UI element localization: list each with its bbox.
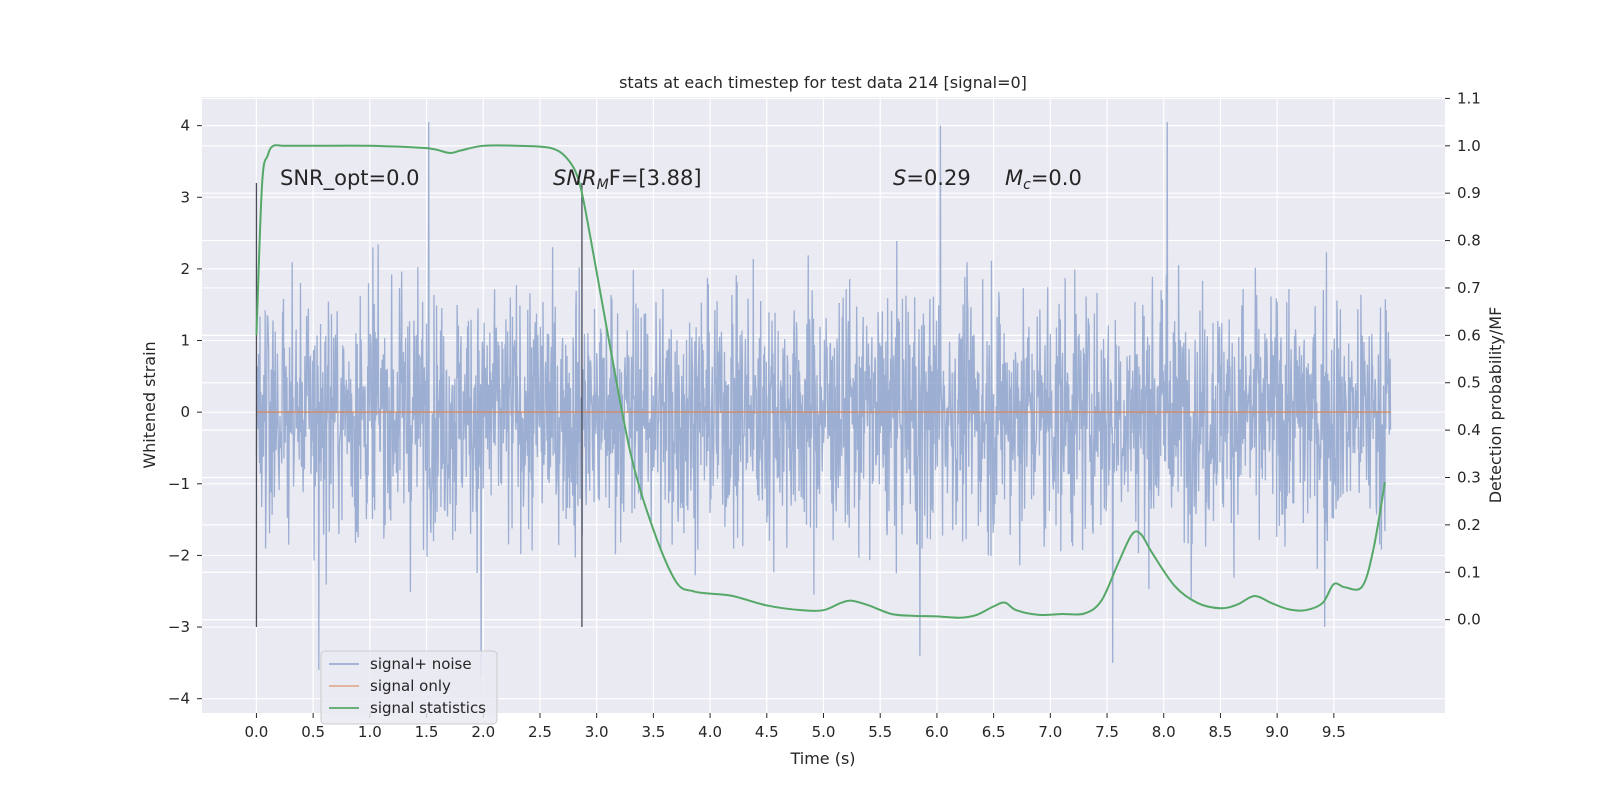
y-axis-label-left: Whitened strain bbox=[140, 341, 159, 468]
chart-title: stats at each timestep for test data 214… bbox=[619, 73, 1027, 92]
x-tick-label: 4.5 bbox=[755, 723, 779, 741]
x-tick-label: 5.5 bbox=[868, 723, 892, 741]
y-tick-label-right: 0.1 bbox=[1457, 563, 1481, 581]
x-tick-label: 5.0 bbox=[812, 723, 836, 741]
annotation-snr-mf-post: F=[3.88] bbox=[609, 166, 702, 190]
x-tick-label: 0.0 bbox=[245, 723, 269, 741]
y-tick-label-right: 0.2 bbox=[1457, 516, 1481, 534]
signal-statistics-line bbox=[255, 144, 1386, 619]
y-tick-label-right: 0.4 bbox=[1457, 421, 1481, 439]
y-tick-label-left: 3 bbox=[180, 188, 190, 206]
x-tick-label: 2.0 bbox=[471, 723, 495, 741]
y-tick-label-left: 4 bbox=[180, 117, 190, 135]
y-tick-label-left: −1 bbox=[168, 475, 190, 493]
annotation-snr-mf-name: SNR bbox=[553, 166, 597, 190]
signal-plus-noise-series bbox=[255, 122, 1392, 678]
annotation-s: S=0.29 bbox=[893, 166, 971, 190]
y-tick-label-right: 0.7 bbox=[1457, 279, 1481, 297]
y-tick-label-right: 1.1 bbox=[1457, 89, 1481, 107]
y-tick-label-left: 0 bbox=[180, 403, 190, 421]
left-y-tick-labels: −4 −3 −2 −1 0 1 2 3 4 bbox=[168, 117, 202, 708]
x-tick-label: 8.5 bbox=[1209, 723, 1233, 741]
x-tick-label: 7.5 bbox=[1095, 723, 1119, 741]
x-tick-labels: 0.0 0.5 1.0 1.5 2.0 2.5 3.0 3.5 4.0 4.5 5.0 5.5 6.0 6… bbox=[245, 713, 1346, 741]
x-tick-label: 4.0 bbox=[698, 723, 722, 741]
right-y-tick-labels: 0.0 0.1 0.2 0.3 0.4 0.5 0.6 0.7 0.8 0.9 1.0 1.1 bbox=[1445, 89, 1481, 629]
annotation-snr-mf-sub: M bbox=[597, 177, 609, 193]
x-tick-label: 8.0 bbox=[1152, 723, 1176, 741]
y-tick-label-left: −3 bbox=[168, 618, 190, 636]
annotation-snr-mf: SNRMF=[3.88] bbox=[553, 166, 702, 193]
y-tick-label-right: 0.9 bbox=[1457, 184, 1481, 202]
x-axis-label: Time (s) bbox=[789, 749, 855, 768]
x-tick-label: 3.0 bbox=[585, 723, 609, 741]
x-tick-label: 1.0 bbox=[358, 723, 382, 741]
annotation-mc-value: =0.0 bbox=[1031, 166, 1082, 190]
signal-plus-noise-line bbox=[255, 122, 1392, 678]
annotation-s-value: =0.29 bbox=[906, 166, 970, 190]
legend-label-signal-statistics: signal statistics bbox=[370, 699, 486, 717]
x-tick-label: 2.5 bbox=[528, 723, 552, 741]
y-tick-label-right: 0.5 bbox=[1457, 374, 1481, 392]
y-tick-label-left: −2 bbox=[168, 546, 190, 564]
annotation-mc-sub: c bbox=[1023, 177, 1031, 193]
legend: signal+ noise signal only signal statist… bbox=[320, 650, 498, 725]
x-tick-label: 6.5 bbox=[982, 723, 1006, 741]
y-tick-label-left: 2 bbox=[180, 260, 190, 278]
x-tick-label: 9.5 bbox=[1322, 723, 1346, 741]
legend-label-signal-only: signal only bbox=[370, 677, 451, 695]
signal-statistics-series bbox=[255, 144, 1386, 619]
annotation-mc: Mc=0.0 bbox=[1005, 166, 1082, 193]
y-tick-label-right: 0.6 bbox=[1457, 326, 1481, 344]
x-tick-label: 0.5 bbox=[301, 723, 325, 741]
x-tick-label: 1.5 bbox=[415, 723, 439, 741]
y-tick-label-right: 0.8 bbox=[1457, 232, 1481, 250]
y-tick-label-right: 0.0 bbox=[1457, 611, 1481, 629]
annotation-snr-opt: SNR_opt=0.0 bbox=[280, 166, 420, 191]
vertical-markers bbox=[255, 182, 583, 628]
x-tick-label: 6.0 bbox=[925, 723, 949, 741]
legend-box bbox=[320, 650, 498, 725]
legend-label-signal-plus-noise: signal+ noise bbox=[370, 655, 472, 673]
y-tick-label-left: 1 bbox=[180, 332, 190, 350]
x-tick-label: 7.0 bbox=[1038, 723, 1062, 741]
y-tick-label-right: 1.0 bbox=[1457, 137, 1481, 155]
x-tick-label: 9.0 bbox=[1265, 723, 1289, 741]
y-tick-label-right: 0.3 bbox=[1457, 468, 1481, 486]
annotation-mc-name: M bbox=[1005, 166, 1023, 190]
y-axis-label-right: Detection probability/MF bbox=[1486, 307, 1505, 504]
annotation-s-name: S bbox=[893, 166, 906, 190]
x-tick-label: 3.5 bbox=[641, 723, 665, 741]
y-tick-label-left: −4 bbox=[168, 690, 190, 708]
